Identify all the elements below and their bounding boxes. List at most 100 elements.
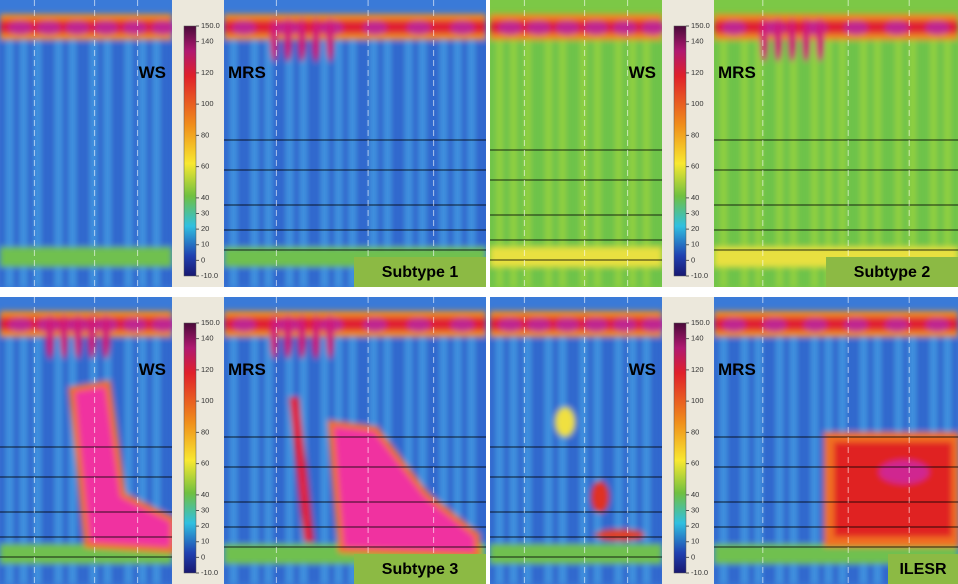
peak xyxy=(722,318,746,332)
peak xyxy=(584,318,608,332)
left-label: WS xyxy=(629,360,656,379)
peak xyxy=(641,21,665,35)
colorbar-tick-label: 100 xyxy=(691,396,704,405)
caption: Subtype 3 xyxy=(382,561,459,578)
swallow xyxy=(284,18,292,62)
pressure-yellow xyxy=(555,407,575,437)
band-top-core xyxy=(714,20,958,34)
colorbar-tick-label: 0 xyxy=(691,255,695,264)
colorbar-tick-label: 30 xyxy=(691,505,699,514)
panel: 150.01401201008060403020100-10.0WSMRSSub… xyxy=(0,297,488,584)
colorbar-tick-label: 20 xyxy=(691,521,699,530)
left-label: WS xyxy=(629,63,656,82)
peak xyxy=(925,318,949,332)
plot xyxy=(714,297,958,584)
colorbar-tick-label: 100 xyxy=(201,99,214,108)
swallow xyxy=(788,18,796,62)
peak xyxy=(123,318,147,332)
right-label: MRS xyxy=(228,63,266,82)
colorbar xyxy=(184,26,196,276)
peak xyxy=(613,21,637,35)
peak xyxy=(407,21,431,35)
colorbar-tick-label: 140 xyxy=(691,334,704,343)
colorbar-tick-label: 140 xyxy=(201,334,214,343)
peak xyxy=(613,318,637,332)
colorbar-tick-label: -10.0 xyxy=(201,271,218,280)
peak xyxy=(8,318,32,332)
colorbar-tick-label: 20 xyxy=(201,224,209,233)
colorbar-bg xyxy=(662,0,714,287)
plot-texture xyxy=(714,14,958,287)
peak xyxy=(763,318,787,332)
swallow xyxy=(298,18,306,62)
pressure-red xyxy=(591,481,609,513)
colorbar-tick-label: 60 xyxy=(201,459,209,468)
peak xyxy=(527,318,551,332)
swallow xyxy=(774,18,782,62)
peak xyxy=(885,21,909,35)
peak xyxy=(498,318,522,332)
plot xyxy=(224,0,488,287)
plot xyxy=(714,0,958,287)
colorbar-tick-label: 150.0 xyxy=(201,21,220,30)
colorbar-tick-label: 150.0 xyxy=(691,318,710,327)
peak xyxy=(151,21,175,35)
colorbar-bg xyxy=(172,297,224,584)
peak xyxy=(232,318,256,332)
left-label: WS xyxy=(139,360,166,379)
swallow xyxy=(46,315,54,359)
colorbar-tick-label: 140 xyxy=(201,37,214,46)
swallow xyxy=(312,315,320,359)
peak xyxy=(555,21,579,35)
colorbar-tick-label: 10 xyxy=(691,240,699,249)
colorbar-tick-label: 30 xyxy=(201,208,209,217)
colorbar-tick-label: 80 xyxy=(201,130,209,139)
band-bottom xyxy=(0,247,172,267)
peak xyxy=(555,318,579,332)
colorbar-tick-label: -10.0 xyxy=(691,271,708,280)
caption: Subtype 1 xyxy=(382,264,459,281)
swallow xyxy=(326,315,334,359)
right-label: MRS xyxy=(718,360,756,379)
colorbar-tick-label: 0 xyxy=(201,255,205,264)
colorbar-tick-label: 40 xyxy=(201,490,209,499)
colorbar-tick-label: 40 xyxy=(201,193,209,202)
left-label: WS xyxy=(139,63,166,82)
colorbar-tick-label: 120 xyxy=(691,365,704,374)
right-label: MRS xyxy=(718,63,756,82)
colorbar-tick-label: -10.0 xyxy=(691,568,708,577)
colorbar-tick-label: 60 xyxy=(691,459,699,468)
band-top-core xyxy=(224,317,486,331)
colorbar-tick-label: 60 xyxy=(691,162,699,171)
plot-texture xyxy=(714,311,958,584)
swallow xyxy=(326,18,334,62)
peak xyxy=(803,318,827,332)
colorbar-tick-label: 30 xyxy=(691,208,699,217)
colorbar xyxy=(674,323,686,573)
colorbar-tick-label: 100 xyxy=(691,99,704,108)
peak xyxy=(450,318,474,332)
band-top-core xyxy=(224,20,486,34)
colorbar-tick-label: 60 xyxy=(201,162,209,171)
band-bottom xyxy=(490,544,662,564)
panel: 150.01401201008060403020100-10.0WSMRSSub… xyxy=(0,0,488,287)
plot xyxy=(0,0,175,287)
peak xyxy=(407,318,431,332)
plot xyxy=(224,297,488,584)
band-bottom xyxy=(490,247,662,267)
peak xyxy=(94,21,118,35)
swallow xyxy=(102,315,110,359)
peak xyxy=(925,21,949,35)
caption: ILESR xyxy=(899,561,947,578)
peak xyxy=(363,318,387,332)
colorbar-tick-label: 80 xyxy=(691,427,699,436)
plot xyxy=(0,297,175,584)
swallow xyxy=(760,18,768,62)
peak xyxy=(527,21,551,35)
colorbar-tick-label: 10 xyxy=(201,537,209,546)
colorbar-tick-label: 10 xyxy=(201,240,209,249)
colorbar xyxy=(184,323,196,573)
colorbar-tick-label: 150.0 xyxy=(691,21,710,30)
